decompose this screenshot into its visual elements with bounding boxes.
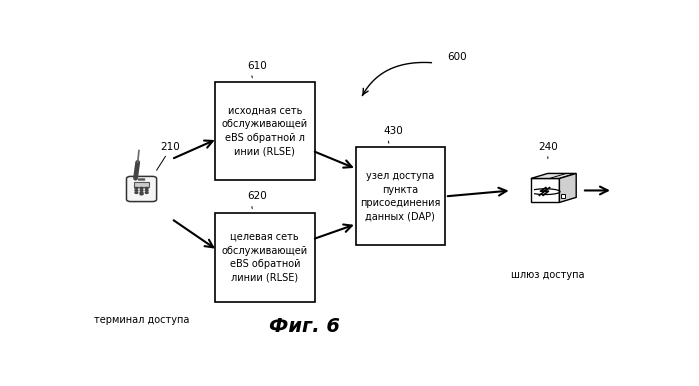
FancyBboxPatch shape [127,176,157,201]
FancyBboxPatch shape [134,182,150,187]
FancyBboxPatch shape [138,179,145,180]
Bar [215,213,315,302]
Text: 610: 610 [247,61,266,71]
Text: узел доступа
пункта
присоединения
данных (DAP): узел доступа пункта присоединения данных… [360,171,440,222]
Polygon shape [531,178,559,202]
Bar [356,147,445,245]
Circle shape [140,190,143,191]
Text: 210: 210 [160,142,180,152]
Text: шлюз доступа: шлюз доступа [511,270,584,280]
Bar [561,194,565,198]
Polygon shape [531,173,576,178]
Circle shape [145,192,148,193]
Circle shape [140,193,143,195]
Text: терминал доступа: терминал доступа [94,315,189,325]
Text: Фиг. 6: Фиг. 6 [268,317,340,336]
Text: 430: 430 [383,126,403,136]
Text: 600: 600 [447,52,467,62]
Circle shape [135,188,138,189]
Circle shape [135,190,138,191]
Text: 620: 620 [247,191,266,201]
Circle shape [145,188,148,189]
Circle shape [135,192,138,193]
Text: 240: 240 [538,142,558,152]
Circle shape [140,192,143,193]
Text: целевая сеть
обслуживающей
eBS обратной
линии (RLSE): целевая сеть обслуживающей eBS обратной … [222,232,308,283]
Text: исходная сеть
обслуживающей
eBS обратной л
инии (RLSE): исходная сеть обслуживающей eBS обратной… [222,106,308,156]
Circle shape [145,190,148,191]
Bar [215,82,315,180]
Polygon shape [559,173,576,202]
Circle shape [140,188,143,189]
